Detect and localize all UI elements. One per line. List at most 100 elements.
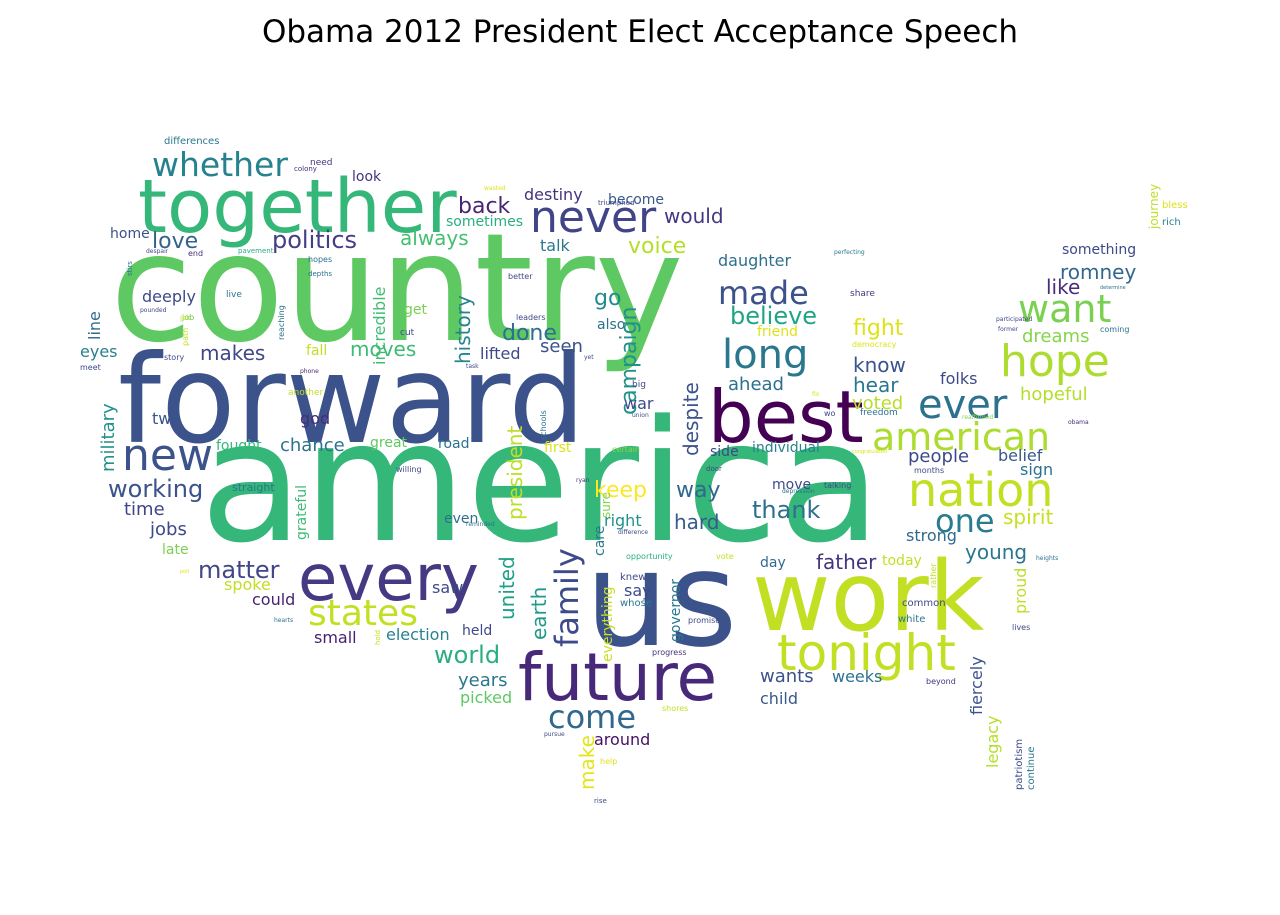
cloud-word: become [608,192,664,208]
cloud-word: fought [216,438,262,454]
cloud-word: something [1062,242,1136,258]
cloud-word: whether [152,145,288,184]
cloud-word: never [530,192,657,243]
cloud-word: triumphed [598,199,634,207]
cloud-word: around [594,730,650,749]
cloud-word: want [1018,287,1111,331]
cloud-word: straight [232,481,275,494]
cloud-word: former [998,326,1019,333]
cloud-word: line [85,311,104,340]
cloud-word: determine [1100,285,1126,291]
cloud-word: right [604,511,642,530]
cloud-word: governor [668,579,684,642]
cloud-word: union [632,412,649,419]
cloud-word: fight [853,316,904,341]
cloud-word: people [908,446,969,467]
cloud-word: incredible [370,287,389,366]
cloud-word: know [853,353,906,377]
cloud-word: small [314,628,357,647]
cloud-word: forward [118,329,586,471]
cloud-word: voted [852,393,903,414]
cloud-word: us [585,523,737,677]
cloud-word: weeks [832,667,882,686]
cloud-word: done [502,321,557,346]
cloud-word: despair [146,248,169,255]
cloud-word: perfecting [834,249,865,256]
cloud-word: hear [853,373,899,397]
cloud-word: obama [1068,419,1089,426]
cloud-word: deeply [142,287,196,306]
cloud-word: dreams [1022,326,1089,347]
cloud-word: destiny [524,185,583,204]
cloud-word: always [400,226,469,250]
cloud-word: yet [584,354,594,361]
cloud-word: child [760,689,798,708]
cloud-word: hold [374,630,382,645]
cloud-word: leaders [516,313,546,322]
cloud-word: continue [1026,747,1037,790]
cloud-word: country [110,202,684,376]
cloud-word: hopeful [1020,384,1088,405]
cloud-word: together [138,164,457,250]
cloud-word: schools [539,410,548,440]
cloud-word: another [288,388,323,398]
cloud-word: ahead [728,374,784,395]
cloud-word: get [404,302,428,318]
cloud-word: legacy [983,715,1002,768]
cloud-word: rise [594,797,607,805]
cloud-word: long [722,332,808,378]
cloud-word: every [298,542,479,616]
cloud-word: hearts [274,617,293,624]
cloud-word: opportunity [626,552,673,561]
cloud-word: fall [306,343,327,359]
cloud-word: pavement [238,247,274,255]
cloud-word: make [575,735,599,790]
cloud-word: young [965,540,1027,564]
cloud-word: new [122,430,213,481]
cloud-word: shores [662,704,688,713]
cloud-word: differences [164,136,219,147]
cloud-word: pounded [140,307,167,314]
cloud-word: meet [80,363,101,372]
cloud-word: daughter [718,251,792,270]
cloud-word: folks [940,369,977,388]
cloud-word: even [444,511,478,527]
cloud-word: day [760,555,786,571]
cloud-word: way [676,478,721,503]
cloud-word: future [518,639,717,716]
cloud-word: family [548,548,586,647]
cloud-word: matter [198,556,280,584]
cloud-word: stirs [126,261,134,276]
cloud-word: depression [782,488,815,495]
cloud-word: end [188,249,203,258]
cloud-word: back [458,194,511,219]
cloud-word: certain [612,445,640,454]
cloud-word: progress [652,648,687,657]
cloud-word: president [503,426,527,520]
cloud-word: wasted [484,185,506,192]
cloud-word: politics [272,226,357,254]
cloud-word: father [816,550,877,574]
cloud-word: late [162,542,189,558]
cloud-word: grateful [294,485,310,540]
cloud-word: sometimes [446,214,523,230]
cloud-word: sure [599,492,613,518]
cloud-word: help [600,757,617,766]
cloud-word: moves [350,337,416,361]
cloud-word: nation [908,463,1053,517]
cloud-word: time [124,499,165,520]
cloud-word: first [544,440,572,456]
cloud-word: picked [460,688,512,707]
cloud-word: despite [679,382,703,456]
cloud-word: thank [752,496,821,524]
cloud-word: go [594,286,621,311]
cloud-word: better [508,272,533,281]
cloud-word: wants [760,666,814,687]
cloud-word: hopes [308,255,332,264]
cloud-word: depths [308,270,332,278]
cloud-word: tonight [777,624,956,682]
cloud-word: care [592,526,608,556]
cloud-word: participated [996,316,1032,323]
cloud-word: say [624,581,652,600]
cloud-word: could [252,590,295,609]
